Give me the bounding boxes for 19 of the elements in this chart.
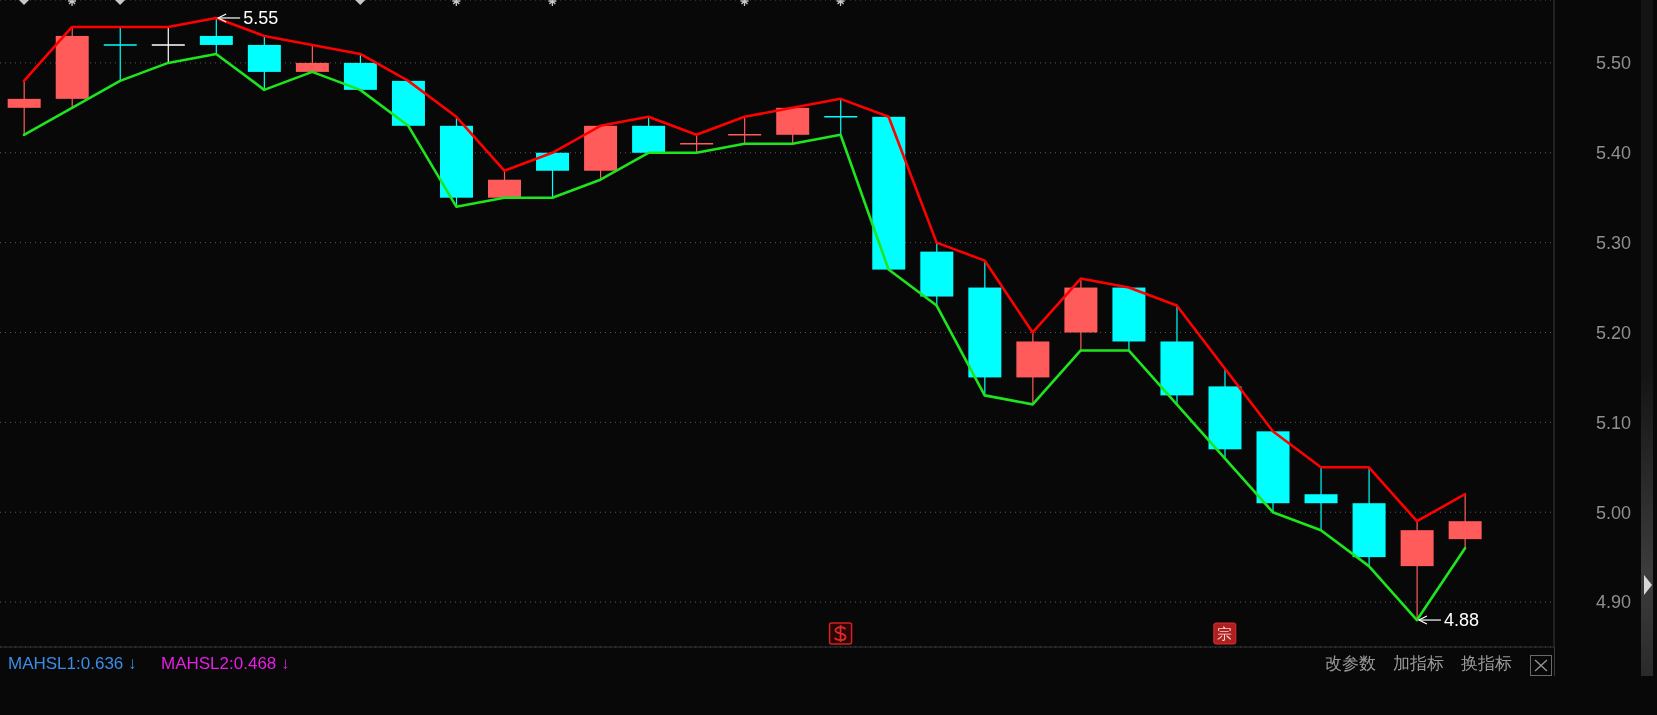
text: MAHSL1:0.636 ↓	[8, 653, 137, 675]
candlestick	[103, 26, 138, 82]
annotation: 4.88	[1443, 610, 1479, 631]
candlestick	[727, 116, 762, 145]
text: 改参数	[1325, 653, 1376, 675]
y-tick-label: 5.20	[1596, 322, 1632, 343]
y-tick-label: 5.40	[1596, 143, 1632, 164]
candlestick	[823, 98, 858, 136]
text: MAHSL2:0.468 ↓	[161, 653, 290, 675]
y-tick-label: 5.30	[1596, 233, 1632, 254]
annotation: 5.55	[243, 7, 279, 28]
candlestick	[151, 26, 186, 64]
y-tick-label: 4.90	[1596, 592, 1632, 613]
y-tick-label: 5.10	[1596, 412, 1632, 433]
text: 加指标	[1393, 653, 1444, 675]
y-tick-label: 5.50	[1596, 53, 1632, 74]
candlestick	[1304, 466, 1338, 531]
y-tick-label: 5.00	[1596, 502, 1632, 523]
text: 换指标	[1461, 653, 1512, 675]
